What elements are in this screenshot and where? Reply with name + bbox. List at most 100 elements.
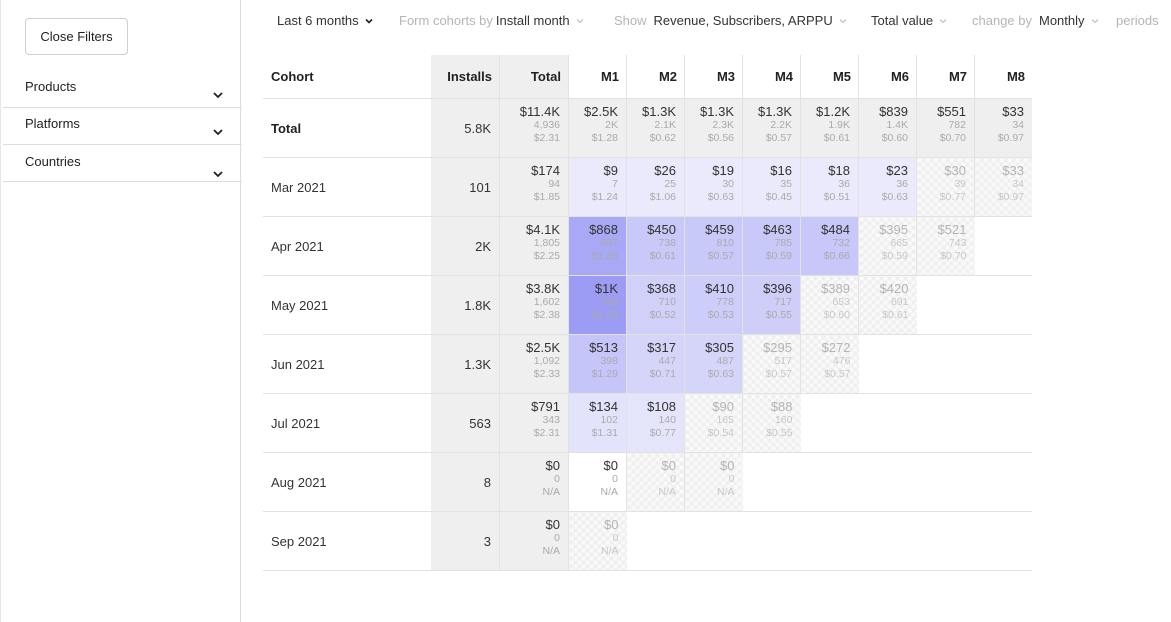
cohort-cell-m3-revenue: $0 bbox=[720, 458, 735, 473]
cohort-cell-m1[interactable]: $1K 788 $1.29 bbox=[568, 275, 627, 335]
cohort-cell-m2[interactable]: $0 0 N/A bbox=[626, 452, 685, 512]
column-header-m8[interactable]: M8 bbox=[974, 55, 1032, 99]
cohort-cell-m8-subscribers: 34 bbox=[1012, 119, 1024, 131]
cohort-cell-m8[interactable]: $33 34 $0.97 bbox=[974, 157, 1032, 217]
empty-cell bbox=[742, 452, 801, 512]
close-filters-button[interactable]: Close Filters bbox=[25, 18, 128, 55]
column-header-cohort[interactable]: Cohort bbox=[263, 55, 431, 99]
total-cell[interactable]: $11.4K 4,936 $2.31 bbox=[499, 98, 569, 158]
cohort-cell-m6-revenue: $23 bbox=[886, 163, 908, 178]
chevron-down-icon bbox=[839, 18, 847, 23]
cohort-cell-m4[interactable]: $295 517 $0.57 bbox=[742, 334, 801, 394]
installs-cell: 3 bbox=[431, 511, 500, 571]
filter-products[interactable]: Products bbox=[3, 71, 242, 108]
cohort-cell-m6[interactable]: $839 1.4K $0.60 bbox=[858, 98, 917, 158]
cohort-cell-m1[interactable]: $0 0 N/A bbox=[568, 511, 627, 571]
cohort-cell-m4[interactable]: $1.3K 2.2K $0.57 bbox=[742, 98, 801, 158]
cohort-cell-m3-revenue: $410 bbox=[705, 281, 734, 296]
empty-cell bbox=[800, 452, 859, 512]
total-cell[interactable]: $791 343 $2.31 bbox=[499, 393, 569, 453]
filter-countries[interactable]: Countries bbox=[3, 145, 242, 182]
cohort-cell-m6[interactable]: $23 36 $0.63 bbox=[858, 157, 917, 217]
cohort-cell-m6[interactable]: $395 665 $0.59 bbox=[858, 216, 917, 276]
cohort-cell-m3[interactable]: $90 165 $0.54 bbox=[684, 393, 743, 453]
cohort-cell-m5-subscribers: 653 bbox=[832, 296, 850, 308]
cohort-cell-m4[interactable]: $463 785 $0.59 bbox=[742, 216, 801, 276]
cohort-cell-m3[interactable]: $1.3K 2.3K $0.56 bbox=[684, 98, 743, 158]
total-cell[interactable]: $2.5K 1,092 $2.33 bbox=[499, 334, 569, 394]
cohort-cell-m5-arppu: $0.66 bbox=[823, 250, 850, 262]
cohort-cell-m5[interactable]: $484 732 $0.66 bbox=[800, 216, 859, 276]
cohort-cell-m8-arppu: $0.97 bbox=[997, 132, 1024, 144]
cohort-cell-m4-subscribers: 35 bbox=[780, 178, 792, 190]
cohort-cell-m5[interactable]: $389 653 $0.60 bbox=[800, 275, 859, 335]
cohort-cell-m1[interactable]: $134 102 $1.31 bbox=[568, 393, 627, 453]
show-metrics-dropdown[interactable]: Show Revenue, Subscribers, ARPPU bbox=[614, 13, 848, 28]
cohort-cell-m1-subscribers: 2K bbox=[605, 119, 618, 131]
cohort-label: Total bbox=[263, 98, 431, 158]
cohort-cell-m2[interactable]: $1.3K 2.1K $0.62 bbox=[626, 98, 685, 158]
column-header-m2[interactable]: M2 bbox=[626, 55, 685, 99]
cohort-cell-m2[interactable]: $108 140 $0.77 bbox=[626, 393, 685, 453]
filter-products-label: Products bbox=[25, 79, 77, 94]
chevron-down-icon bbox=[1091, 18, 1098, 23]
cohort-cell-m4[interactable]: $88 160 $0.55 bbox=[742, 393, 801, 453]
total-cell[interactable]: $0 0 N/A bbox=[499, 452, 569, 512]
cohort-cell-m5[interactable]: $272 476 $0.57 bbox=[800, 334, 859, 394]
cohort-cell-m5[interactable]: $18 36 $0.51 bbox=[800, 157, 859, 217]
total-cell[interactable]: $0 0 N/A bbox=[499, 511, 569, 571]
column-header-m7[interactable]: M7 bbox=[916, 55, 975, 99]
column-header-m3[interactable]: M3 bbox=[684, 55, 743, 99]
cohort-cell-m2-arppu: $0.61 bbox=[649, 250, 676, 262]
cohort-cell-m5[interactable]: $1.2K 1.9K $0.61 bbox=[800, 98, 859, 158]
cohort-cell-m3[interactable]: $410 778 $0.53 bbox=[684, 275, 743, 335]
total-cell[interactable]: $174 94 $1.85 bbox=[499, 157, 569, 217]
column-header-m4[interactable]: M4 bbox=[742, 55, 801, 99]
cohort-cell-m2[interactable]: $317 447 $0.71 bbox=[626, 334, 685, 394]
table-header-row: Cohort Installs Total M1 M2 M3 M4 M5 M6 … bbox=[263, 55, 1032, 99]
empty-cell bbox=[858, 452, 917, 512]
cohort-cell-m2-revenue: $1.3K bbox=[642, 104, 676, 119]
value-mode-dropdown[interactable]: Total value bbox=[871, 13, 948, 28]
total-cell[interactable]: $4.1K 1,805 $2.25 bbox=[499, 216, 569, 276]
column-header-m1[interactable]: M1 bbox=[568, 55, 627, 99]
filter-platforms[interactable]: Platforms bbox=[3, 108, 242, 145]
cohort-cell-m4-subscribers: 160 bbox=[774, 414, 793, 426]
cohort-cell-m1[interactable]: $9 7 $1.24 bbox=[568, 157, 627, 217]
cohort-cell-m4[interactable]: $16 35 $0.45 bbox=[742, 157, 801, 217]
cohort-cell-m2-revenue: $450 bbox=[647, 222, 676, 237]
cohort-cell-m1[interactable]: $2.5K 2K $1.28 bbox=[568, 98, 627, 158]
cohort-cell-m2-subscribers: 2.1K bbox=[654, 119, 676, 131]
periods-dropdown[interactable]: periods bbox=[1116, 13, 1159, 28]
cohort-cell-m8[interactable]: $33 34 $0.97 bbox=[974, 98, 1032, 158]
cohort-cell-m2[interactable]: $368 710 $0.52 bbox=[626, 275, 685, 335]
cohort-cell-m4[interactable]: $396 717 $0.55 bbox=[742, 275, 801, 335]
form-cohorts-dropdown[interactable]: Form cohorts by Install month bbox=[399, 13, 585, 28]
cohort-cell-m1-revenue: $513 bbox=[589, 340, 618, 355]
total-cell-subscribers: 0 bbox=[554, 532, 560, 544]
cohort-cell-m3[interactable]: $305 487 $0.63 bbox=[684, 334, 743, 394]
total-cell-arppu: N/A bbox=[542, 486, 560, 498]
cohort-cell-m7-revenue: $30 bbox=[944, 163, 966, 178]
column-header-m5[interactable]: M5 bbox=[800, 55, 859, 99]
cohort-cell-m2[interactable]: $450 738 $0.61 bbox=[626, 216, 685, 276]
cohort-cell-m6[interactable]: $420 691 $0.61 bbox=[858, 275, 917, 335]
column-header-installs[interactable]: Installs bbox=[431, 55, 500, 99]
cohort-cell-m3-arppu: $0.53 bbox=[707, 309, 734, 321]
cohort-cell-m1[interactable]: $513 398 $1.29 bbox=[568, 334, 627, 394]
cohort-cell-m7[interactable]: $30 39 $0.77 bbox=[916, 157, 975, 217]
cohort-cell-m3[interactable]: $459 810 $0.57 bbox=[684, 216, 743, 276]
column-header-m6[interactable]: M6 bbox=[858, 55, 917, 99]
period-dropdown[interactable]: Last 6 months bbox=[277, 13, 374, 28]
cohort-cell-m7[interactable]: $521 743 $0.70 bbox=[916, 216, 975, 276]
cohort-cell-m3[interactable]: $19 30 $0.63 bbox=[684, 157, 743, 217]
cohort-cell-m1[interactable]: $0 0 N/A bbox=[568, 452, 627, 512]
total-cell[interactable]: $3.8K 1,602 $2.38 bbox=[499, 275, 569, 335]
total-cell-subscribers: 4,936 bbox=[533, 119, 560, 131]
cohort-cell-m3[interactable]: $0 0 N/A bbox=[684, 452, 743, 512]
cohort-cell-m2[interactable]: $26 25 $1.06 bbox=[626, 157, 685, 217]
cohort-cell-m7[interactable]: $551 782 $0.70 bbox=[916, 98, 975, 158]
change-by-dropdown[interactable]: change by Monthly bbox=[972, 13, 1100, 28]
cohort-cell-m1[interactable]: $868 687 $1.26 bbox=[568, 216, 627, 276]
column-header-total[interactable]: Total bbox=[499, 55, 569, 99]
